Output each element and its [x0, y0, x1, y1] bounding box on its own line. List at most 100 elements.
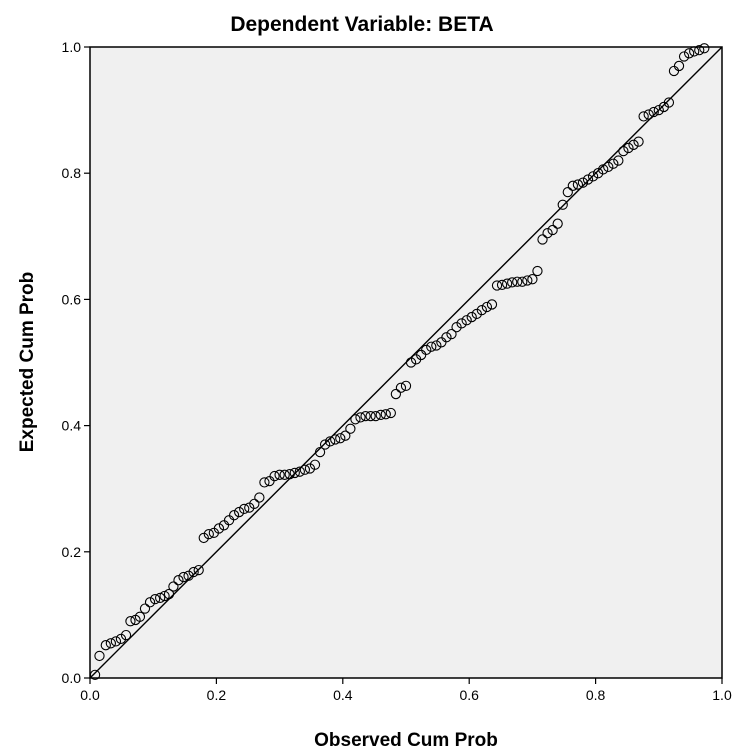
- data-point-9: [134, 611, 146, 622]
- data-point-82: [501, 278, 513, 289]
- data-point-121: [699, 43, 710, 54]
- data-point-46: [319, 439, 331, 450]
- data-point-73: [456, 318, 467, 329]
- data-point-98: [582, 174, 594, 185]
- data-point-94: [562, 186, 573, 198]
- data-points: [89, 43, 710, 680]
- data-point-88: [532, 265, 543, 277]
- x-tick-label-3: 0.6: [459, 687, 479, 703]
- data-point-55: [365, 410, 376, 422]
- x-tick-label-5: 1.0: [712, 687, 732, 703]
- x-axis-label: Observed Cum Prob: [314, 730, 498, 751]
- data-point-14: [159, 590, 170, 602]
- data-point-54: [360, 410, 371, 422]
- data-point-86: [522, 275, 533, 286]
- data-point-95: [567, 180, 578, 191]
- data-point-68: [431, 340, 442, 351]
- data-point-108: [633, 136, 644, 147]
- data-point-25: [213, 523, 225, 534]
- data-point-1: [94, 650, 105, 662]
- data-point-38: [279, 469, 290, 480]
- data-point-103: [608, 158, 619, 169]
- data-point-96: [572, 179, 584, 190]
- reference-line: [89, 46, 723, 679]
- y-tick-label-0: 0.0: [62, 670, 82, 686]
- y-tick-label-2: 0.4: [62, 418, 82, 434]
- data-point-40: [289, 467, 300, 479]
- axis-ticks: 0.0 0.2 0.4 0.6 0.8 1.0 0.0 0.2 0.4 0.6 0.8 1.0: [62, 39, 732, 703]
- data-point-0: [89, 669, 101, 680]
- data-point-50: [340, 430, 351, 441]
- data-point-3: [105, 638, 117, 649]
- data-point-42: [299, 464, 311, 475]
- data-point-89: [537, 234, 548, 245]
- data-point-74: [461, 315, 472, 326]
- data-point-77: [476, 304, 487, 316]
- data-point-57: [375, 409, 386, 421]
- data-point-56: [370, 410, 381, 422]
- data-point-114: [663, 97, 675, 108]
- data-point-117: [678, 51, 690, 62]
- data-point-21: [193, 564, 204, 576]
- data-point-37: [274, 469, 285, 480]
- data-point-84: [512, 276, 523, 287]
- y-axis-label: Expected Cum Prob: [17, 272, 38, 453]
- data-point-59: [385, 407, 396, 419]
- data-point-111: [648, 106, 659, 118]
- data-point-97: [577, 177, 589, 188]
- data-point-13: [155, 592, 166, 604]
- data-point-60: [390, 388, 402, 400]
- data-point-34: [259, 477, 270, 488]
- data-point-28: [228, 510, 240, 521]
- data-point-61: [395, 382, 407, 393]
- data-point-109: [638, 111, 649, 122]
- data-point-92: [552, 218, 563, 229]
- x-tick-label-2: 0.4: [333, 687, 353, 703]
- data-point-53: [355, 412, 366, 423]
- data-point-110: [643, 109, 654, 120]
- data-point-81: [496, 279, 508, 291]
- data-point-32: [249, 498, 260, 509]
- data-point-7: [125, 616, 136, 627]
- data-point-104: [613, 155, 624, 166]
- data-point-51: [345, 423, 356, 434]
- data-point-10: [139, 603, 151, 614]
- data-point-75: [466, 311, 477, 323]
- data-point-49: [335, 433, 346, 444]
- data-point-6: [120, 629, 132, 641]
- data-point-11: [144, 597, 156, 608]
- data-point-41: [294, 466, 305, 477]
- data-point-90: [542, 227, 553, 239]
- data-point-80: [491, 280, 503, 291]
- data-point-99: [587, 171, 599, 182]
- data-point-18: [178, 571, 189, 583]
- data-point-106: [623, 142, 634, 154]
- data-point-105: [618, 145, 629, 157]
- data-point-78: [481, 301, 493, 313]
- data-point-36: [269, 470, 280, 482]
- data-point-83: [507, 277, 518, 288]
- data-point-116: [673, 60, 685, 72]
- x-tick-label-0: 0.0: [80, 687, 100, 703]
- data-point-52: [350, 414, 361, 425]
- data-point-20: [188, 566, 199, 578]
- y-tick-label-3: 0.6: [62, 291, 82, 307]
- data-point-118: [683, 48, 695, 59]
- data-point-44: [309, 459, 321, 470]
- data-point-48: [330, 434, 341, 445]
- data-point-2: [100, 640, 111, 651]
- data-point-79: [486, 299, 498, 310]
- y-tick-label-1: 0.2: [62, 544, 82, 560]
- x-tick-label-1: 0.2: [207, 687, 227, 703]
- data-point-4: [110, 636, 122, 647]
- data-point-107: [628, 139, 639, 150]
- data-point-62: [400, 380, 412, 391]
- data-point-58: [380, 409, 391, 420]
- data-point-87: [527, 274, 538, 285]
- data-point-17: [173, 575, 184, 586]
- data-point-29: [234, 506, 245, 518]
- data-point-12: [149, 593, 161, 605]
- data-point-119: [689, 46, 700, 57]
- data-point-93: [557, 199, 568, 210]
